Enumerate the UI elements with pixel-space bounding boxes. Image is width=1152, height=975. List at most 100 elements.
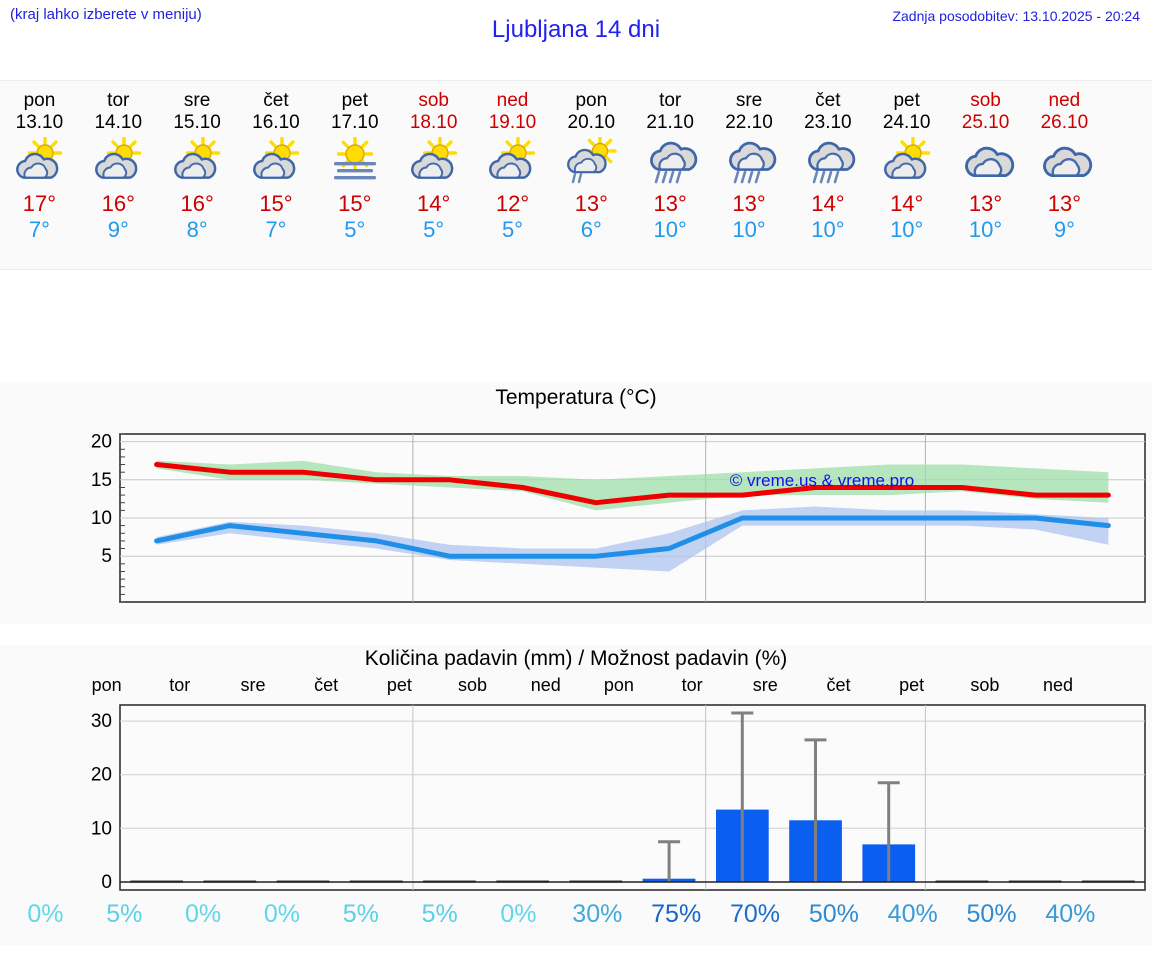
day-column[interactable]: čet 16.10 15° 7° [237,81,316,269]
precip-day-label: čet [826,675,851,695]
day-temp-min: 6° [580,217,602,242]
precip-day-label: ned [1043,675,1074,695]
precip-probability: 5% [342,900,379,928]
day-temp-min: 7° [265,217,287,242]
precipitation-plot: 30 20 10 0 [70,701,1146,893]
day-column[interactable]: sob 25.10 13° 10° [946,81,1025,269]
precip-probability: 50% [808,900,859,928]
precip-probability: 40% [887,900,938,928]
day-temp-max: 13° [1047,191,1082,216]
temperature-chart-title: Temperatura (°C) [495,386,657,409]
sun-cloud-icon [89,137,147,185]
day-temp-max: 13° [968,191,1003,216]
day-column[interactable]: pet 17.10 15° 5° [315,81,394,269]
day-column[interactable]: ned 19.10 12° 5° [473,81,552,269]
svg-text:5: 5 [101,546,112,567]
svg-text:20: 20 [91,765,112,786]
precip-probability: 75% [651,900,702,928]
day-name: sre [183,90,211,111]
sun-cloud-light-rain-icon [562,137,620,185]
svg-text:20: 20 [91,432,112,453]
day-date: 22.10 [725,112,773,133]
day-temp-max: 14° [417,191,451,216]
day-date: 20.10 [567,112,616,133]
page-title: Ljubljana 14 dni [491,16,661,43]
day-temp-max: 13° [574,191,608,216]
precip-day-label: pon [91,675,122,695]
day-temp-max: 15° [259,191,293,216]
precip-probability: 5% [421,900,458,928]
svg-text:15: 15 [91,470,112,491]
svg-text:10: 10 [91,818,112,839]
precip-day-label: tor [169,675,191,695]
overcast-cloud-icon [1035,137,1093,185]
sun-cloud-icon [878,137,936,185]
menu-hint-text: (kraj lahko izberete v meniju) [10,6,202,23]
day-name: pon [575,90,608,111]
precip-probability: 5% [106,900,143,928]
day-column[interactable]: tor 21.10 13° 10° [631,81,710,269]
day-temp-min: 5° [344,217,366,242]
day-column[interactable]: sre 22.10 13° 10° [710,81,789,269]
day-temp-min: 10° [890,217,924,242]
precip-probability: 0% [500,900,537,928]
day-temp-max: 13° [653,191,687,216]
day-column[interactable]: sob 18.10 14° 5° [394,81,473,269]
day-date: 17.10 [331,112,379,133]
day-temp-max: 14° [811,191,845,216]
day-name: čet [263,90,289,111]
day-column[interactable]: čet 23.10 14° 10° [788,81,867,269]
sun-cloud-icon [483,137,541,185]
day-temp-min: 10° [811,217,845,242]
precipitation-day-labels: pon tor sre čet pet sob ned pon tor sre čet pet sob n… [70,675,1095,697]
day-date: 24.10 [882,112,931,133]
cloud-rain-icon [641,137,699,185]
day-name: pet [893,90,920,111]
day-temp-min: 9° [107,217,129,242]
day-name: pon [23,90,56,111]
day-temp-max: 15° [338,191,372,216]
day-date: 16.10 [252,112,300,133]
sun-cloud-icon [10,137,68,185]
day-name: sob [970,90,1001,111]
day-temp-max: 16° [101,191,135,216]
precip-day-label: tor [681,675,703,695]
sun-cloud-icon [405,137,463,185]
day-date: 23.10 [804,112,852,133]
precip-day-label: sre [752,675,778,695]
day-column[interactable]: ned 26.10 13° 9° [1025,81,1104,269]
day-column[interactable]: pon 13.10 17° 7° [0,81,79,269]
day-temp-max: 16° [180,191,214,216]
day-name: čet [815,90,841,111]
day-name: ned [496,90,529,111]
precip-day-label: sob [458,675,488,695]
day-temp-max: 12° [495,191,530,216]
precip-probability: 0% [185,900,222,928]
precip-probability: 0% [27,900,64,928]
day-date: 13.10 [15,112,64,133]
precip-day-label: ned [530,675,561,695]
day-date: 15.10 [173,112,221,133]
day-column[interactable]: sre 15.10 16° 8° [158,81,237,269]
svg-text:10: 10 [91,508,112,529]
sun-cloud-icon [168,137,226,185]
precip-probability: 0% [263,900,301,928]
day-column[interactable]: pon 20.10 13° 6° [552,81,631,269]
forecast-day-strip: pon 13.10 17° 7° tor 14.10 16° 9° sre 15.10 16°… [0,80,1152,270]
precipitation-probability-row: 0% 5% 0% 0% 5% 5% 0% 30% 75% 70% 50% 40% 50% 40% [6,900,1152,940]
day-date: 18.10 [409,112,458,133]
day-date: 25.10 [961,112,1010,133]
day-temp-min: 5° [423,217,445,242]
sun-cloud-icon [247,137,305,185]
day-temp-min: 10° [732,217,766,242]
day-temp-max: 14° [890,191,924,216]
svg-text:30: 30 [91,711,112,732]
precip-day-label: pet [899,675,925,695]
cloud-rain-icon [720,137,778,185]
day-column[interactable]: pet 24.10 14° 10° [867,81,946,269]
day-column[interactable]: tor 14.10 16° 9° [79,81,158,269]
day-temp-min: 9° [1053,217,1075,242]
svg-text:0: 0 [101,872,112,893]
day-temp-max: 13° [732,191,766,216]
temperature-chart-section: Temperatura (°C) 20 15 10 5 © vreme.us & vr… [0,382,1152,624]
